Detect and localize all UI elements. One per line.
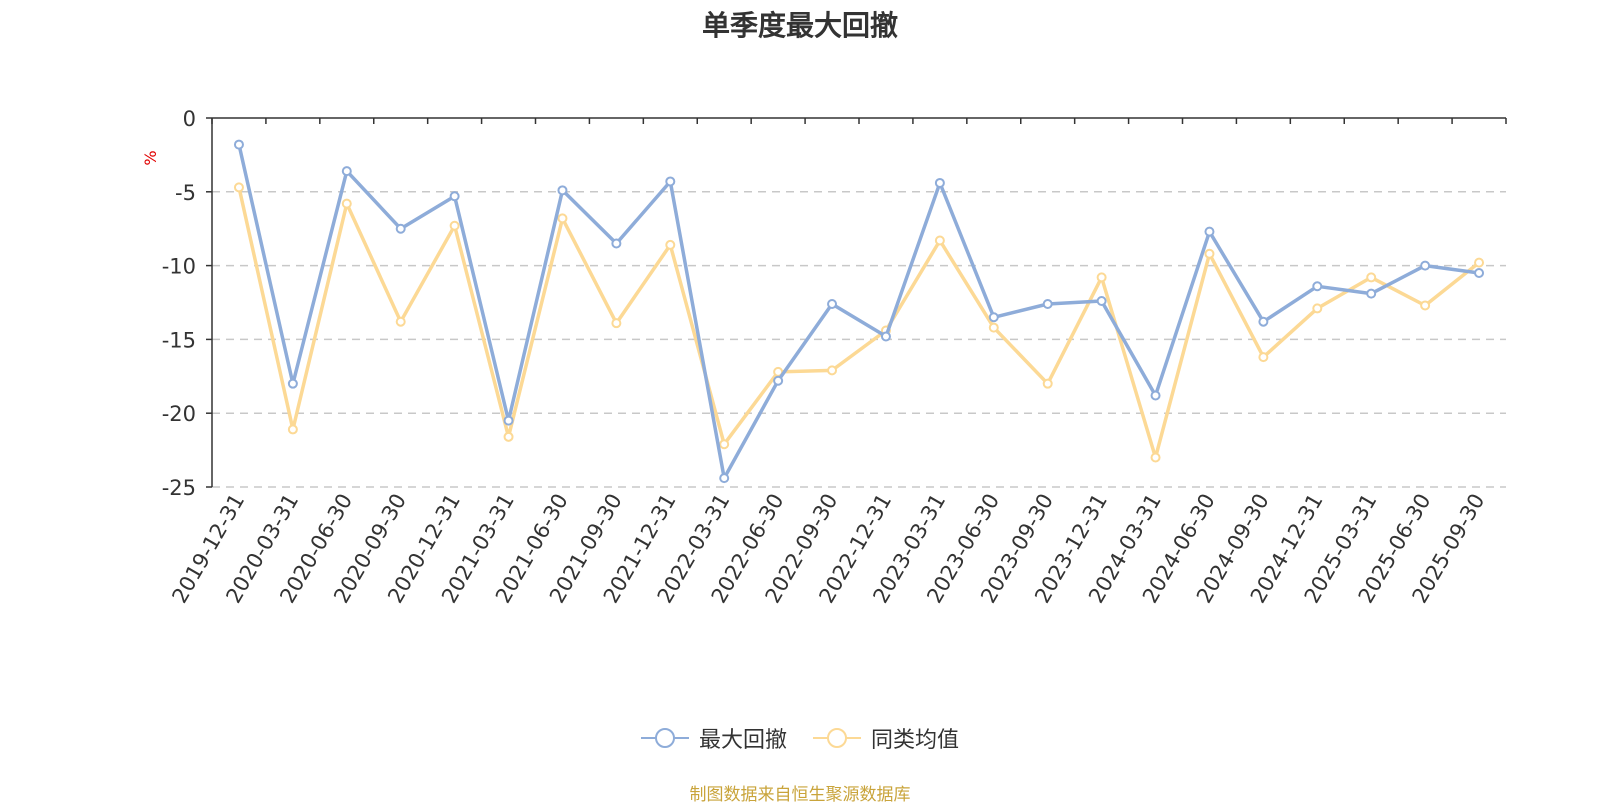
data-point-1 — [557, 185, 568, 196]
chart-title: 单季度最大回撤 — [701, 9, 898, 42]
y-tick-label: -10 — [162, 255, 196, 279]
data-point-1 — [611, 238, 622, 249]
data-point-1 — [719, 473, 730, 484]
data-point-2 — [827, 365, 838, 376]
data-point-1 — [503, 415, 514, 426]
data-point-2 — [341, 198, 352, 209]
data-point-1 — [395, 223, 406, 234]
data-point-2 — [1474, 257, 1485, 268]
data-point-2 — [449, 220, 460, 231]
data-point-1 — [880, 331, 891, 342]
data-point-2 — [611, 318, 622, 329]
data-point-2 — [1096, 272, 1107, 283]
legend-label-1: 最大回撤 — [698, 728, 787, 753]
data-point-1 — [1150, 390, 1161, 401]
y-tick-label: -5 — [175, 181, 196, 205]
data-point-1 — [1366, 288, 1377, 299]
series-line-1 — [237, 144, 1480, 480]
y-axis-unit: % — [141, 150, 160, 165]
axes — [206, 117, 1507, 488]
data-point-2 — [988, 322, 999, 333]
data-point-2 — [287, 424, 298, 435]
y-tick-label: -20 — [162, 402, 196, 426]
data-point-2 — [233, 182, 244, 193]
data-point-1 — [1204, 226, 1215, 237]
legend-item-series-2[interactable]: 同类均值 — [813, 722, 959, 754]
data-point-1 — [827, 298, 838, 309]
data-point-1 — [1420, 260, 1431, 271]
data-point-1 — [233, 139, 244, 150]
y-tick-label: -15 — [162, 328, 196, 352]
data-source-note: 制图数据来自恒生聚源数据库 — [689, 785, 911, 805]
legend-label-2: 同类均值 — [871, 728, 960, 753]
legend: 最大回撤 同类均值 — [0, 722, 1600, 754]
data-point-2 — [1366, 272, 1377, 283]
data-point-2 — [1420, 300, 1431, 311]
series-line-2 — [237, 187, 1481, 460]
data-point-1 — [1096, 296, 1107, 307]
legend-marker-1 — [640, 728, 689, 748]
y-tick-label: 0 — [183, 107, 196, 131]
data-point-2 — [503, 431, 514, 442]
grid-lines — [212, 191, 1506, 488]
data-point-2 — [665, 239, 676, 250]
data-point-1 — [665, 176, 676, 187]
data-point-2 — [1312, 303, 1323, 314]
data-point-1 — [341, 166, 352, 177]
line-chart: 0-5-10-15-20-252019-12-312020-03-312020-… — [141, 107, 1507, 607]
data-point-1 — [287, 378, 298, 389]
data-point-2 — [1258, 352, 1269, 363]
data-point-1 — [1474, 267, 1485, 278]
legend-item-series-1[interactable]: 最大回撤 — [640, 722, 787, 754]
data-point-1 — [1042, 298, 1053, 309]
data-point-2 — [934, 235, 945, 246]
legend-marker-2 — [813, 728, 861, 748]
data-point-2 — [557, 213, 568, 224]
data-point-2 — [719, 439, 730, 450]
data-point-1 — [449, 191, 460, 202]
data-point-1 — [1312, 281, 1323, 292]
data-point-1 — [934, 177, 945, 188]
data-point-1 — [773, 375, 784, 386]
series-lines — [233, 139, 1485, 484]
data-point-1 — [988, 312, 999, 323]
data-point-2 — [1042, 378, 1053, 389]
data-point-2 — [1150, 452, 1161, 463]
y-tick-label: -25 — [162, 476, 196, 500]
data-point-2 — [395, 316, 406, 327]
data-point-2 — [1204, 248, 1215, 259]
data-point-1 — [1258, 316, 1269, 327]
